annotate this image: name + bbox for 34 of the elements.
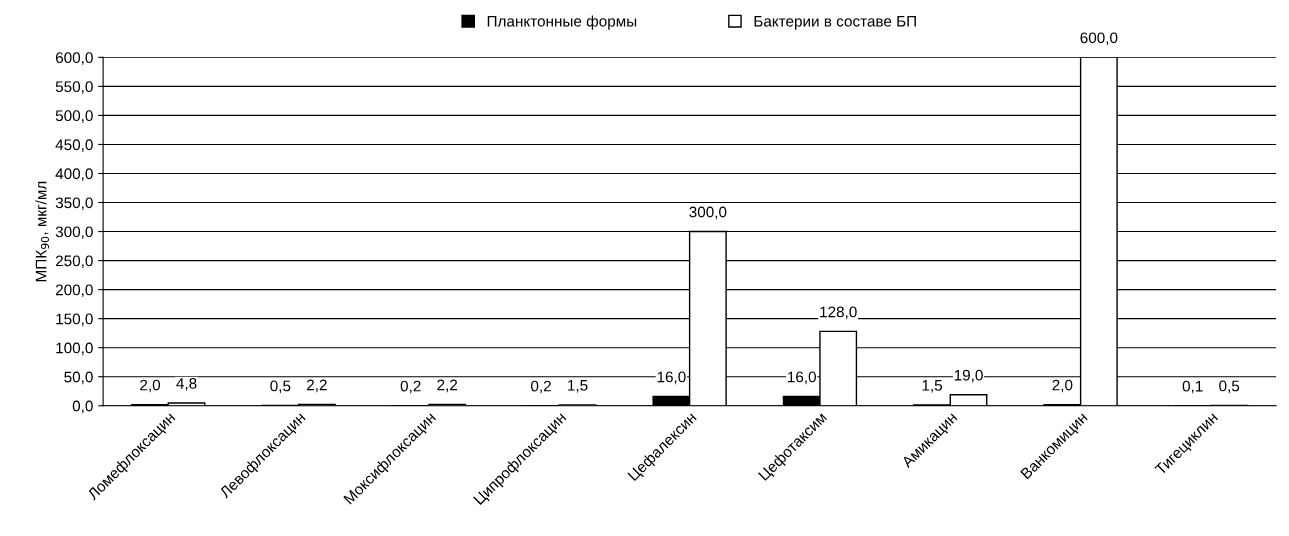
legend-label: Бактерии в составе БП [754,15,916,30]
legend-label: Планктонные формы [487,15,637,30]
y-tick-label: 50,0 [64,371,93,385]
y-tick-label: 200,0 [55,284,93,298]
y-tick-label: 300,0 [55,226,93,240]
data-label: 0,2 [400,380,421,394]
data-label: 1,5 [922,380,943,393]
y-tick-label: 100,0 [56,342,93,356]
data-label: 4,8 [176,378,197,391]
data-label: 2,2 [437,379,458,393]
y-tick-label: 500,0 [55,110,93,123]
y-tick-label: 250,0 [55,255,93,269]
y-tick-label: 150,0 [56,313,93,327]
y-axis-title: МПК$_{90}$, мкг/мл [35,181,50,282]
data-label: 16,0 [657,371,686,385]
data-label: 0,5 [270,380,291,394]
y-tick-label: 400,0 [55,168,93,181]
y-tick-label: 600,0 [55,52,93,65]
data-label: 2,2 [307,379,327,393]
y-tick-label: 450,0 [55,139,93,152]
data-label: 1,5 [568,380,588,393]
data-label: 600,0 [1080,32,1118,46]
y-tick-label: 550,0 [55,81,93,94]
data-label: 2,0 [1052,379,1073,393]
data-label: 0,2 [531,380,551,394]
y-tick-label: 350,0 [55,197,93,211]
data-label: 16,0 [788,371,816,385]
data-label: 0,5 [1219,380,1240,394]
y-tick-label: 0,0 [72,400,93,414]
data-label: 2,0 [140,379,161,393]
data-label: 0,1 [1182,380,1203,394]
data-label: 300,0 [689,206,727,220]
data-label: 19,0 [954,369,983,383]
data-label: 128,0 [820,306,857,320]
